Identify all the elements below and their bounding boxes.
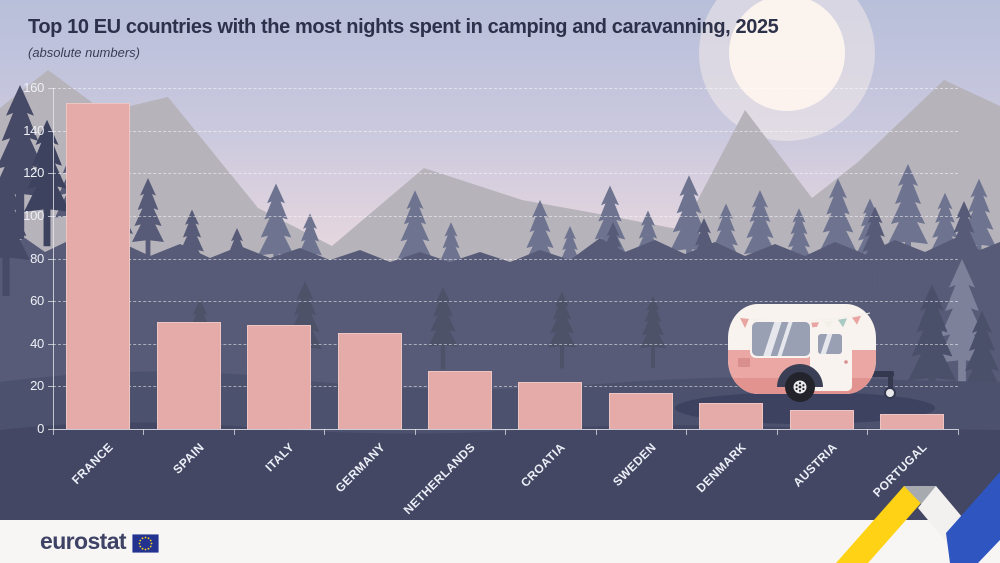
y-axis-label: 100 (23, 207, 44, 223)
x-axis-tick (324, 429, 326, 435)
ground-band (0, 422, 1000, 521)
eurostat-logo: eurostat (40, 528, 159, 555)
y-axis-label: 80 (30, 250, 44, 266)
y-axis-tick (48, 173, 53, 175)
x-axis-tick (776, 429, 778, 435)
x-axis-tick (233, 429, 235, 435)
eu-flag-icon (131, 534, 159, 553)
y-axis-label: 20 (30, 378, 44, 394)
y-axis-label: 40 (30, 335, 44, 351)
y-axis-tick (48, 258, 53, 260)
bar (880, 414, 945, 429)
y-axis-label: 0 (37, 421, 44, 436)
caravan (728, 304, 896, 402)
footer-bar: eurostat (0, 520, 1000, 563)
jockey-wheel (884, 387, 896, 399)
bar (337, 333, 402, 429)
x-axis-tick (414, 429, 416, 435)
x-axis-line (53, 429, 958, 430)
gridline (53, 215, 958, 217)
bar (247, 324, 312, 429)
door-handle (844, 360, 848, 364)
gridline (53, 386, 958, 388)
y-axis-label: 140 (23, 122, 44, 138)
y-axis-tick (48, 386, 53, 388)
x-axis-tick (957, 429, 959, 435)
gridline (53, 258, 958, 260)
sun-icon (699, 0, 875, 141)
y-axis-label: 120 (23, 165, 44, 181)
y-axis-tick (48, 88, 53, 89)
bar (428, 371, 492, 429)
gridline (53, 173, 958, 175)
bar (789, 409, 854, 429)
y-axis-tick (48, 343, 53, 345)
bar (156, 322, 221, 429)
gridline (53, 343, 958, 345)
y-axis-tick (48, 429, 53, 430)
bar (66, 102, 131, 429)
bar (608, 392, 673, 429)
x-axis-tick (867, 429, 869, 435)
y-axis-tick (48, 301, 53, 303)
page-title: Top 10 EU countries with the most nights… (28, 16, 779, 38)
y-axis-tick (48, 215, 53, 217)
caravan-wheel (785, 372, 815, 402)
eurostat-logo-text: eurostat (40, 528, 127, 554)
hitch-post (888, 374, 893, 392)
x-axis-tick (143, 429, 145, 435)
wheel-fender (777, 364, 823, 387)
gridline (53, 301, 958, 303)
bar (518, 382, 583, 429)
x-axis-tick (505, 429, 507, 435)
x-axis-tick (686, 429, 688, 435)
door-window-reflection (818, 334, 834, 354)
y-axis-label: 160 (23, 80, 44, 95)
gridline (53, 88, 958, 89)
bar (699, 403, 764, 429)
x-axis-tick (595, 429, 597, 435)
y-axis-tick (48, 130, 53, 132)
window-reflections (758, 322, 796, 356)
page-subtitle: (absolute numbers) (28, 45, 140, 60)
y-axis-label: 60 (30, 293, 44, 309)
gridline (53, 130, 958, 132)
x-axis-tick (53, 429, 54, 435)
